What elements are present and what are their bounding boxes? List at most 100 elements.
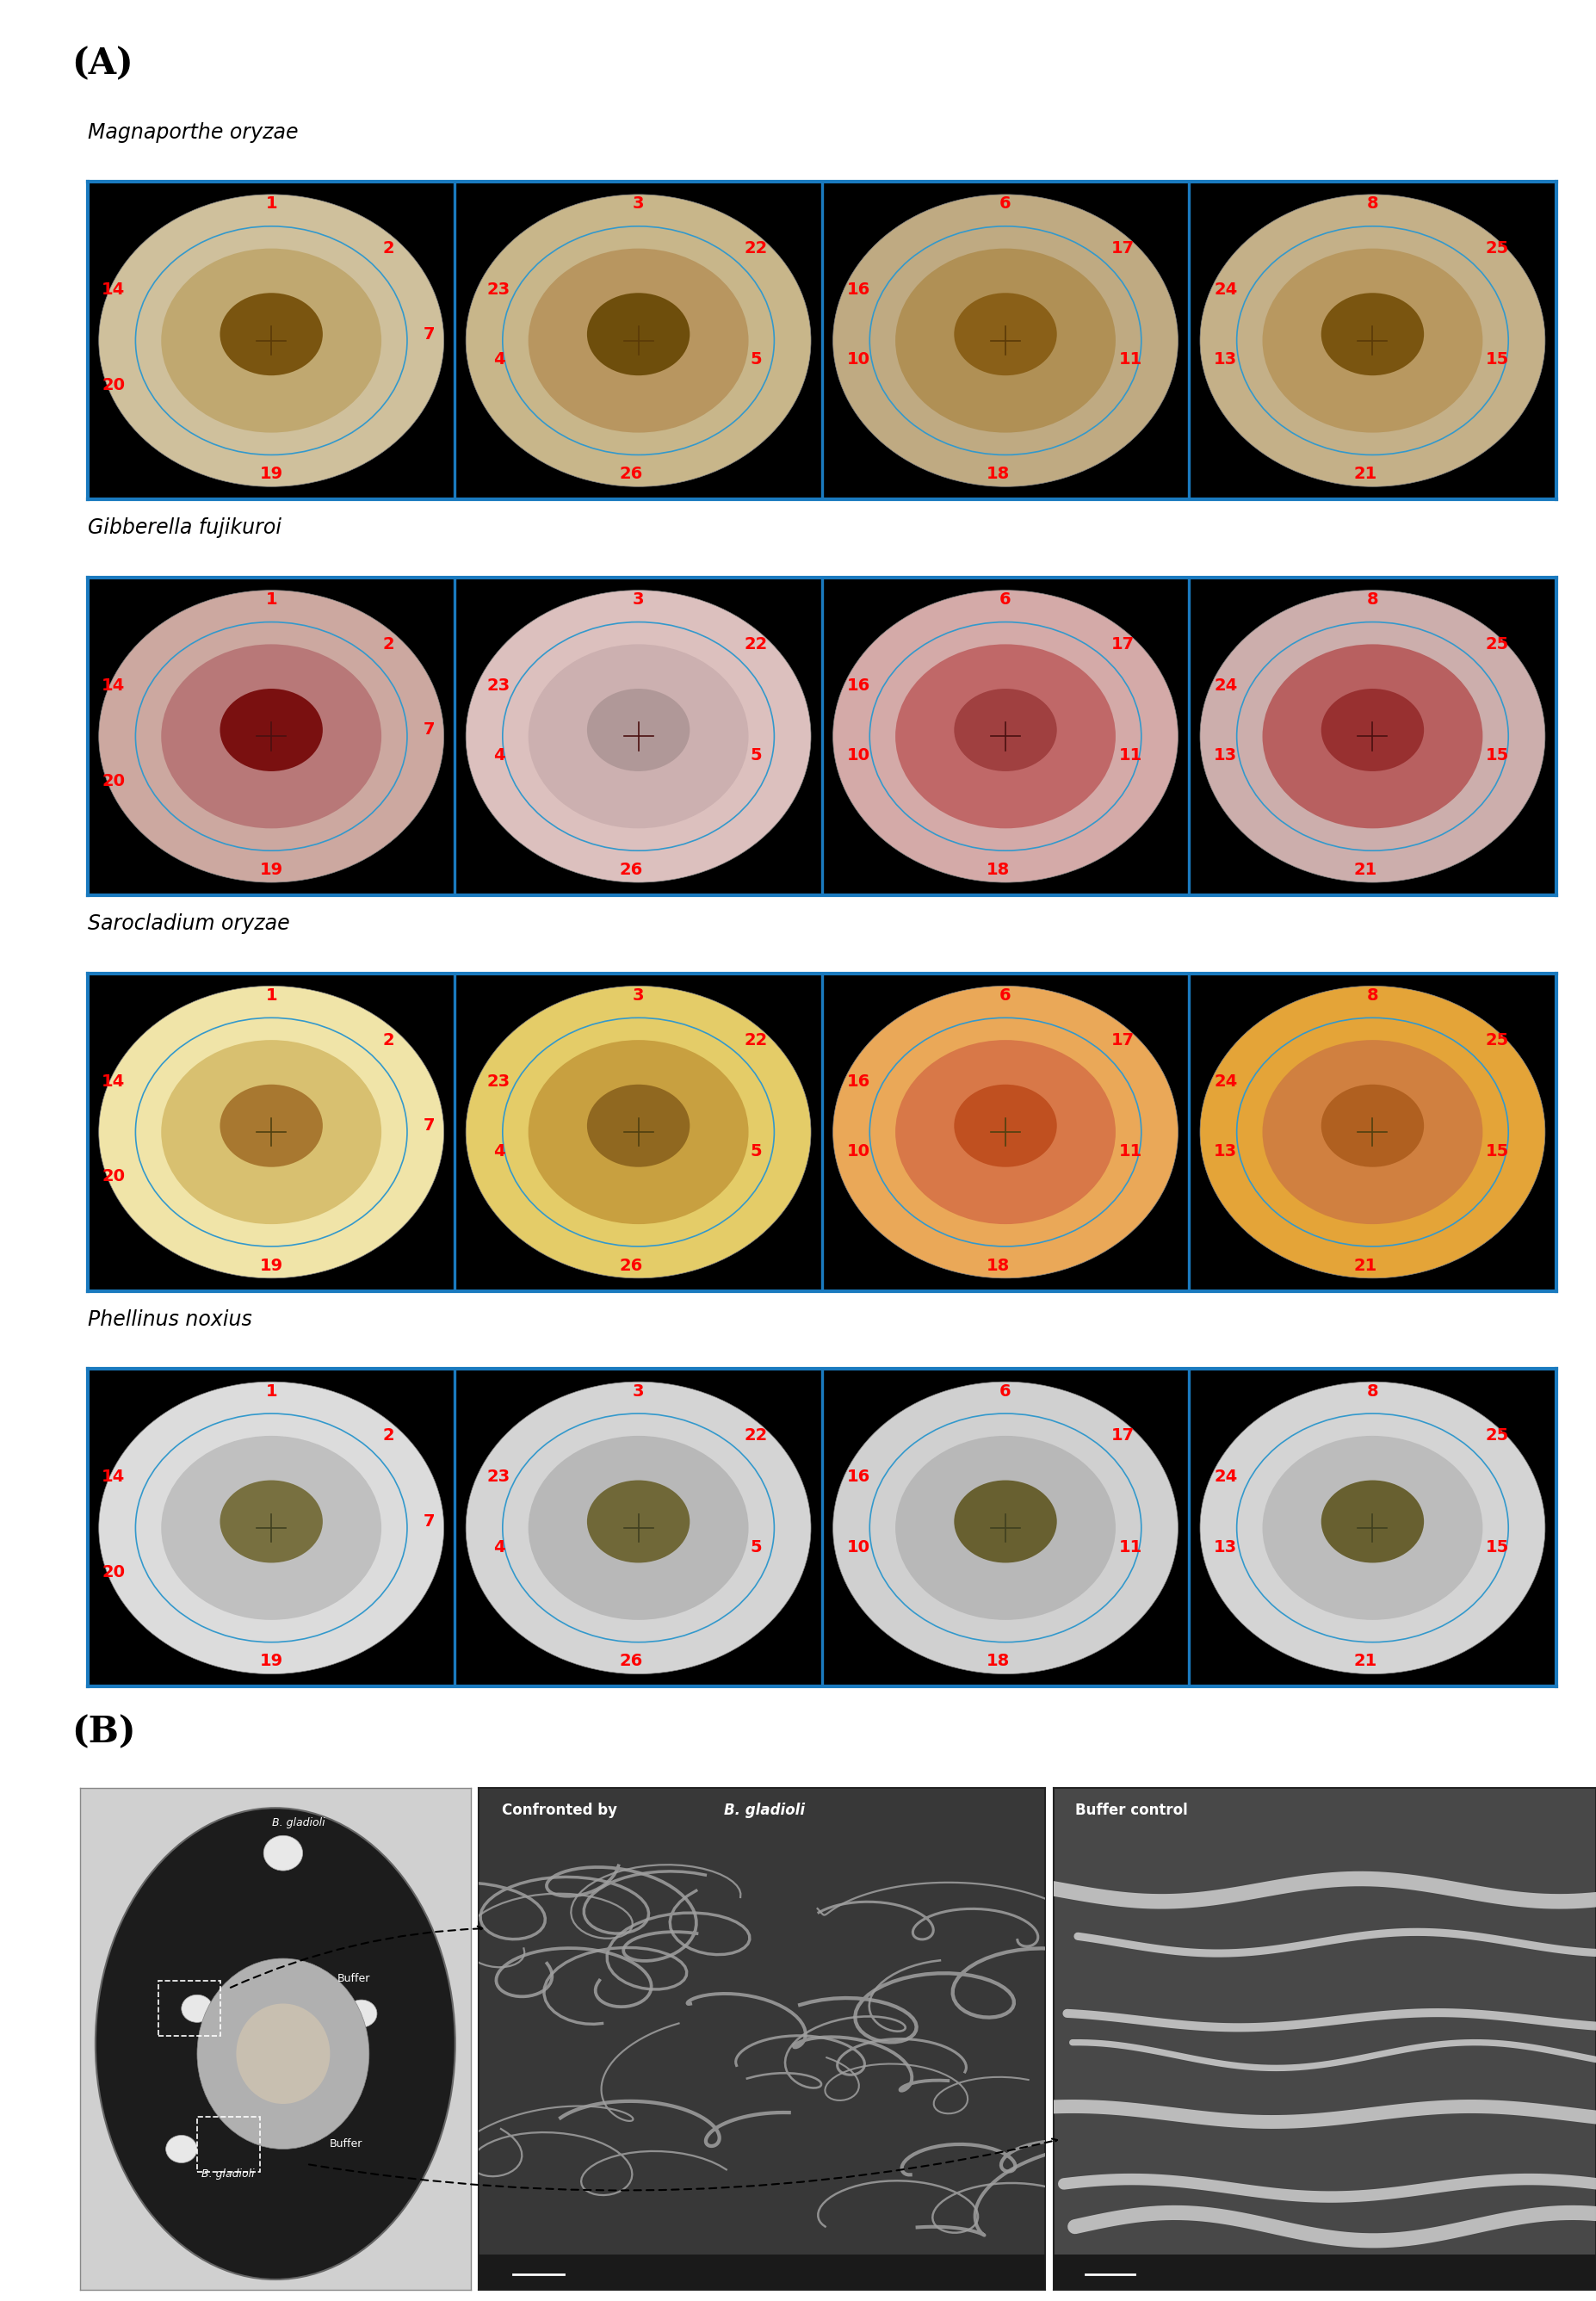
Text: 3: 3 xyxy=(632,987,645,1003)
Text: 20: 20 xyxy=(102,1169,124,1185)
Ellipse shape xyxy=(833,987,1178,1277)
Ellipse shape xyxy=(236,2004,330,2103)
Ellipse shape xyxy=(466,1383,811,1673)
Ellipse shape xyxy=(587,1480,689,1562)
Ellipse shape xyxy=(895,644,1116,828)
Bar xyxy=(479,2255,1045,2289)
Ellipse shape xyxy=(182,1995,212,2023)
Text: B. gladioli: B. gladioli xyxy=(723,1804,804,1818)
Text: 6: 6 xyxy=(999,591,1012,607)
Ellipse shape xyxy=(833,1383,1178,1673)
Text: 26: 26 xyxy=(619,1652,643,1671)
Text: 22: 22 xyxy=(744,239,768,258)
Text: 19: 19 xyxy=(260,861,282,879)
Text: 5: 5 xyxy=(750,352,761,368)
Text: 22: 22 xyxy=(744,1427,768,1445)
Text: 5: 5 xyxy=(750,1539,761,1555)
Text: 10: 10 xyxy=(847,748,870,764)
Text: 8: 8 xyxy=(1366,196,1379,212)
Ellipse shape xyxy=(1321,688,1424,771)
Text: 5: 5 xyxy=(750,748,761,764)
Text: 7: 7 xyxy=(423,327,436,343)
Text: 13: 13 xyxy=(1215,1144,1237,1160)
Text: 11: 11 xyxy=(1119,352,1143,368)
Text: 19: 19 xyxy=(260,465,282,483)
Ellipse shape xyxy=(96,1809,455,2280)
Text: 16: 16 xyxy=(847,281,870,297)
Ellipse shape xyxy=(99,1383,444,1673)
Text: 13: 13 xyxy=(1215,748,1237,764)
Text: 17: 17 xyxy=(1111,1031,1135,1049)
Text: 23: 23 xyxy=(487,676,511,693)
Text: (B): (B) xyxy=(72,1714,136,1751)
Text: 21: 21 xyxy=(1353,1256,1377,1275)
Text: B. gladioli: B. gladioli xyxy=(273,1818,326,1829)
Text: 4: 4 xyxy=(493,352,504,368)
Text: Sarocladium oryzae: Sarocladium oryzae xyxy=(88,913,290,934)
Text: 26: 26 xyxy=(619,1256,643,1275)
Ellipse shape xyxy=(220,1084,322,1167)
Text: 7: 7 xyxy=(423,1118,436,1134)
Text: 16: 16 xyxy=(847,1072,870,1088)
Text: 21: 21 xyxy=(1353,861,1377,879)
Ellipse shape xyxy=(1262,1436,1483,1620)
Text: 23: 23 xyxy=(487,1072,511,1088)
Text: 24: 24 xyxy=(1215,281,1237,297)
Text: 23: 23 xyxy=(487,281,511,297)
Ellipse shape xyxy=(1321,1084,1424,1167)
Ellipse shape xyxy=(954,688,1057,771)
Text: 11: 11 xyxy=(1119,1539,1143,1555)
Text: 4: 4 xyxy=(493,1144,504,1160)
Text: 16: 16 xyxy=(847,676,870,693)
Text: 24: 24 xyxy=(1215,1468,1237,1484)
Text: 25: 25 xyxy=(1486,239,1510,258)
Text: 7: 7 xyxy=(423,1514,436,1530)
Ellipse shape xyxy=(1200,1383,1545,1673)
Text: 15: 15 xyxy=(1486,748,1510,764)
Ellipse shape xyxy=(466,196,811,486)
Ellipse shape xyxy=(833,196,1178,486)
Ellipse shape xyxy=(1200,591,1545,881)
Text: 21: 21 xyxy=(1353,1652,1377,1671)
Text: 25: 25 xyxy=(1486,1427,1510,1445)
Ellipse shape xyxy=(346,2000,377,2027)
Text: (A): (A) xyxy=(72,46,134,83)
Ellipse shape xyxy=(1262,1040,1483,1224)
Text: 23: 23 xyxy=(487,1468,511,1484)
Text: 5: 5 xyxy=(750,1144,761,1160)
Text: 16: 16 xyxy=(847,1468,870,1484)
Text: 17: 17 xyxy=(1111,635,1135,653)
Ellipse shape xyxy=(1321,292,1424,375)
Text: 18: 18 xyxy=(986,1652,1010,1671)
Ellipse shape xyxy=(161,1436,381,1620)
Ellipse shape xyxy=(99,196,444,486)
Text: Gibberella fujikuroi: Gibberella fujikuroi xyxy=(88,518,281,538)
Text: 4: 4 xyxy=(493,1539,504,1555)
Text: 2: 2 xyxy=(383,1427,394,1445)
Text: 22: 22 xyxy=(744,1031,768,1049)
Text: 24: 24 xyxy=(1215,676,1237,693)
Text: 11: 11 xyxy=(1119,748,1143,764)
Text: 20: 20 xyxy=(102,377,124,393)
Ellipse shape xyxy=(895,1436,1116,1620)
Ellipse shape xyxy=(895,1040,1116,1224)
Ellipse shape xyxy=(220,1480,322,1562)
Ellipse shape xyxy=(954,1084,1057,1167)
Text: 3: 3 xyxy=(632,196,645,212)
Ellipse shape xyxy=(1262,249,1483,433)
Text: 14: 14 xyxy=(102,676,124,693)
Text: 18: 18 xyxy=(986,465,1010,483)
Text: 1: 1 xyxy=(265,196,278,212)
Text: 26: 26 xyxy=(619,861,643,879)
Ellipse shape xyxy=(1200,987,1545,1277)
Ellipse shape xyxy=(220,292,322,375)
Ellipse shape xyxy=(1200,196,1545,486)
Text: 19: 19 xyxy=(260,1256,282,1275)
Text: 26: 26 xyxy=(619,465,643,483)
Text: Phellinus noxius: Phellinus noxius xyxy=(88,1309,252,1330)
Ellipse shape xyxy=(466,591,811,881)
Ellipse shape xyxy=(587,688,689,771)
Ellipse shape xyxy=(833,591,1178,881)
Text: 20: 20 xyxy=(102,1565,124,1581)
Bar xyxy=(1053,2255,1596,2289)
